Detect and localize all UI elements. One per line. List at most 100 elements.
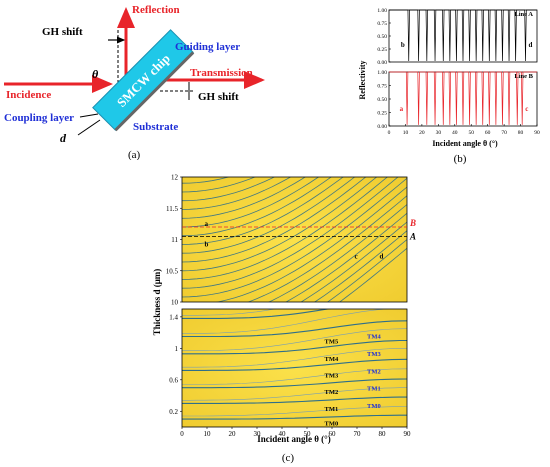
mode-curve bbox=[339, 247, 407, 302]
y-tick-label: 1.00 bbox=[377, 70, 387, 76]
incidence-label: Incidence bbox=[6, 89, 51, 101]
tm-label-right: TM3 bbox=[367, 351, 381, 358]
tm-label-left: TM2 bbox=[325, 389, 339, 396]
tm-mode-curve bbox=[182, 309, 332, 319]
y-tick-label: 11 bbox=[171, 236, 178, 244]
y-tick-label: 0.50 bbox=[377, 97, 387, 103]
mode-curve bbox=[268, 204, 407, 302]
mode-curve bbox=[182, 177, 356, 254]
y-tick-label: 0.50 bbox=[377, 34, 387, 40]
mode-curve bbox=[182, 177, 231, 184]
marker-d: d bbox=[380, 252, 384, 260]
x-tick-label: 20 bbox=[229, 430, 237, 438]
x-tick-label: 80 bbox=[379, 430, 387, 438]
tm-label-left: TM0 bbox=[325, 420, 339, 427]
y-tick-label: 10 bbox=[171, 299, 179, 307]
tm-mode-curve bbox=[182, 396, 407, 404]
panel-b-chart: 0.00 0.25 0.50 0.75 1.00 Line A b d 0.00 0.25 0.50… bbox=[358, 8, 540, 165]
coupling-layer-pointer bbox=[79, 113, 99, 118]
mode-curve bbox=[182, 177, 388, 280]
theta-label: θ bbox=[92, 67, 99, 81]
tm-mode-curve bbox=[182, 339, 407, 355]
panel-b-caption: (b) bbox=[454, 153, 467, 165]
y-tick-label: 0.00 bbox=[377, 124, 387, 130]
tm-label-left: TM4 bbox=[325, 356, 339, 363]
y-tick-label: 0.25 bbox=[377, 47, 387, 53]
dip-marker-label: b bbox=[401, 41, 405, 49]
x-tick-label: 60 bbox=[485, 130, 491, 136]
tm-label-right: TM1 bbox=[367, 386, 381, 393]
y-tick-label: 1.4 bbox=[169, 313, 178, 321]
tm-label-left: TM3 bbox=[325, 372, 339, 379]
x-tick-label: 20 bbox=[419, 130, 425, 136]
line-A-label: A bbox=[409, 231, 416, 241]
mode-curve bbox=[182, 177, 306, 219]
tm-label-left: TM1 bbox=[325, 406, 339, 413]
mode-curve bbox=[182, 177, 407, 298]
x-tick-label: 0 bbox=[388, 130, 391, 136]
marker-a: a bbox=[205, 220, 209, 228]
x-tick-label: 10 bbox=[403, 130, 409, 136]
mode-curve bbox=[182, 177, 276, 202]
series-label: Line A bbox=[514, 11, 533, 18]
reflection-label: Reflection bbox=[132, 4, 180, 16]
x-tick-label: 70 bbox=[354, 430, 362, 438]
gh-shift-top-label: GH shift bbox=[42, 26, 83, 38]
line-B-label: B bbox=[409, 218, 416, 228]
mode-curve-branch bbox=[182, 309, 277, 316]
tm-label-right: TM2 bbox=[367, 368, 381, 375]
mode-curve bbox=[182, 177, 399, 289]
y-tick-label: 1 bbox=[175, 345, 179, 353]
mode-curve bbox=[285, 212, 407, 302]
series-label: Line B bbox=[514, 73, 533, 80]
x-tick-label: 30 bbox=[254, 430, 262, 438]
mode-curve-branch bbox=[182, 406, 407, 417]
mode-curve bbox=[326, 239, 407, 302]
marker-b: b bbox=[205, 240, 209, 248]
y-tick-label: 0.00 bbox=[377, 60, 387, 66]
x-tick-label: 70 bbox=[501, 130, 507, 136]
reflectivity-line bbox=[389, 71, 537, 125]
reflectivity-line bbox=[389, 9, 537, 61]
gh-shift-bottom-label: GH shift bbox=[198, 91, 239, 103]
tm-mode-curve bbox=[182, 378, 407, 389]
panel-b-ylabel: Reflectivity bbox=[358, 60, 367, 99]
tm-mode-curve bbox=[182, 358, 407, 371]
mode-curve-branch bbox=[182, 387, 407, 401]
mode-curve-branch bbox=[182, 309, 391, 334]
y-tick-label: 0.75 bbox=[377, 84, 387, 90]
y-tick-label: 0.75 bbox=[377, 21, 387, 27]
x-tick-label: 10 bbox=[204, 430, 212, 438]
substrate-label: Substrate bbox=[133, 121, 178, 133]
x-tick-label: 50 bbox=[468, 130, 474, 136]
mode-curve-branch bbox=[182, 328, 407, 351]
x-tick-label: 60 bbox=[329, 430, 337, 438]
mode-curve-branch bbox=[182, 348, 407, 368]
mode-curve bbox=[182, 177, 378, 272]
x-tick-label: 30 bbox=[436, 130, 442, 136]
x-tick-label: 0 bbox=[180, 430, 184, 438]
tm-label-right: TM0 bbox=[367, 403, 381, 410]
x-tick-label: 40 bbox=[452, 130, 458, 136]
mode-curve bbox=[182, 167, 407, 175]
y-tick-label: 10.5 bbox=[166, 267, 179, 275]
mode-curve bbox=[182, 177, 332, 237]
mode-curve bbox=[314, 230, 407, 302]
d-label: d bbox=[60, 131, 67, 145]
panel-c-chart: ABa b c d 10 10.5 11 11.5 12 0.2 0.6 1 1.4 0 10 20 30 40 5… bbox=[152, 167, 416, 465]
dip-marker-label: c bbox=[525, 105, 528, 113]
y-tick-label: 0.6 bbox=[169, 376, 178, 384]
x-tick-label: 50 bbox=[304, 430, 312, 438]
mode-curve bbox=[182, 177, 367, 263]
heatmap-top-background bbox=[182, 177, 407, 302]
coupling-layer-label: Coupling layer bbox=[4, 112, 74, 124]
mode-curve bbox=[182, 177, 320, 228]
panel-c-xlabel: Incident angle θ (°) bbox=[257, 434, 331, 444]
d-dimension-line bbox=[77, 119, 101, 136]
mode-curve bbox=[182, 177, 344, 245]
mode-curve bbox=[247, 195, 407, 302]
bottom-mode-curves bbox=[182, 309, 407, 420]
x-tick-label: 40 bbox=[279, 430, 287, 438]
dip-marker-label: a bbox=[400, 105, 404, 113]
tm-label-right: TM4 bbox=[367, 334, 381, 341]
